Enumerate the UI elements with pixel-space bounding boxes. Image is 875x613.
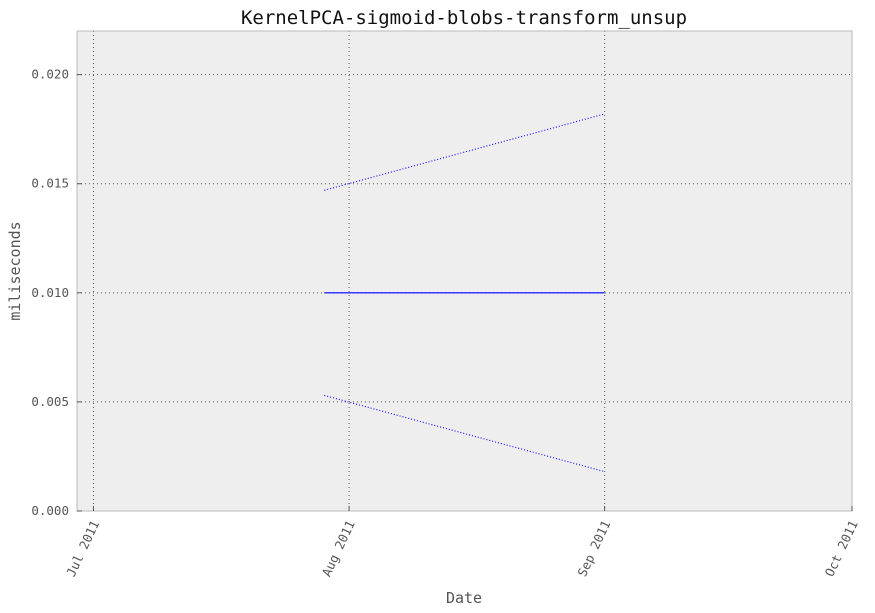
y-tick-label: 0.015 — [31, 176, 69, 191]
x-tick-label: Jul 2011 — [63, 518, 102, 579]
y-tick-label: 0.000 — [31, 503, 69, 518]
chart-title: KernelPCA-sigmoid-blobs-transform_unsup — [241, 7, 687, 29]
series-line-3-dotted — [324, 394, 605, 473]
y-tick-label: 0.020 — [31, 67, 69, 82]
y-axis-label: miliseconds — [6, 221, 24, 320]
x-tick-label: Oct 2011 — [822, 518, 861, 579]
x-axis-label: Date — [446, 589, 482, 607]
x-tick-label: Aug 2011 — [319, 518, 358, 579]
series-line-2-dotted — [324, 113, 605, 191]
plot-frame — [76, 30, 853, 512]
plot-area — [77, 31, 852, 511]
x-tick-label: Sep 2011 — [574, 518, 613, 579]
series-layer — [324, 113, 605, 473]
y-tick-label: 0.005 — [31, 394, 69, 409]
y-tick-label: 0.010 — [31, 285, 69, 300]
